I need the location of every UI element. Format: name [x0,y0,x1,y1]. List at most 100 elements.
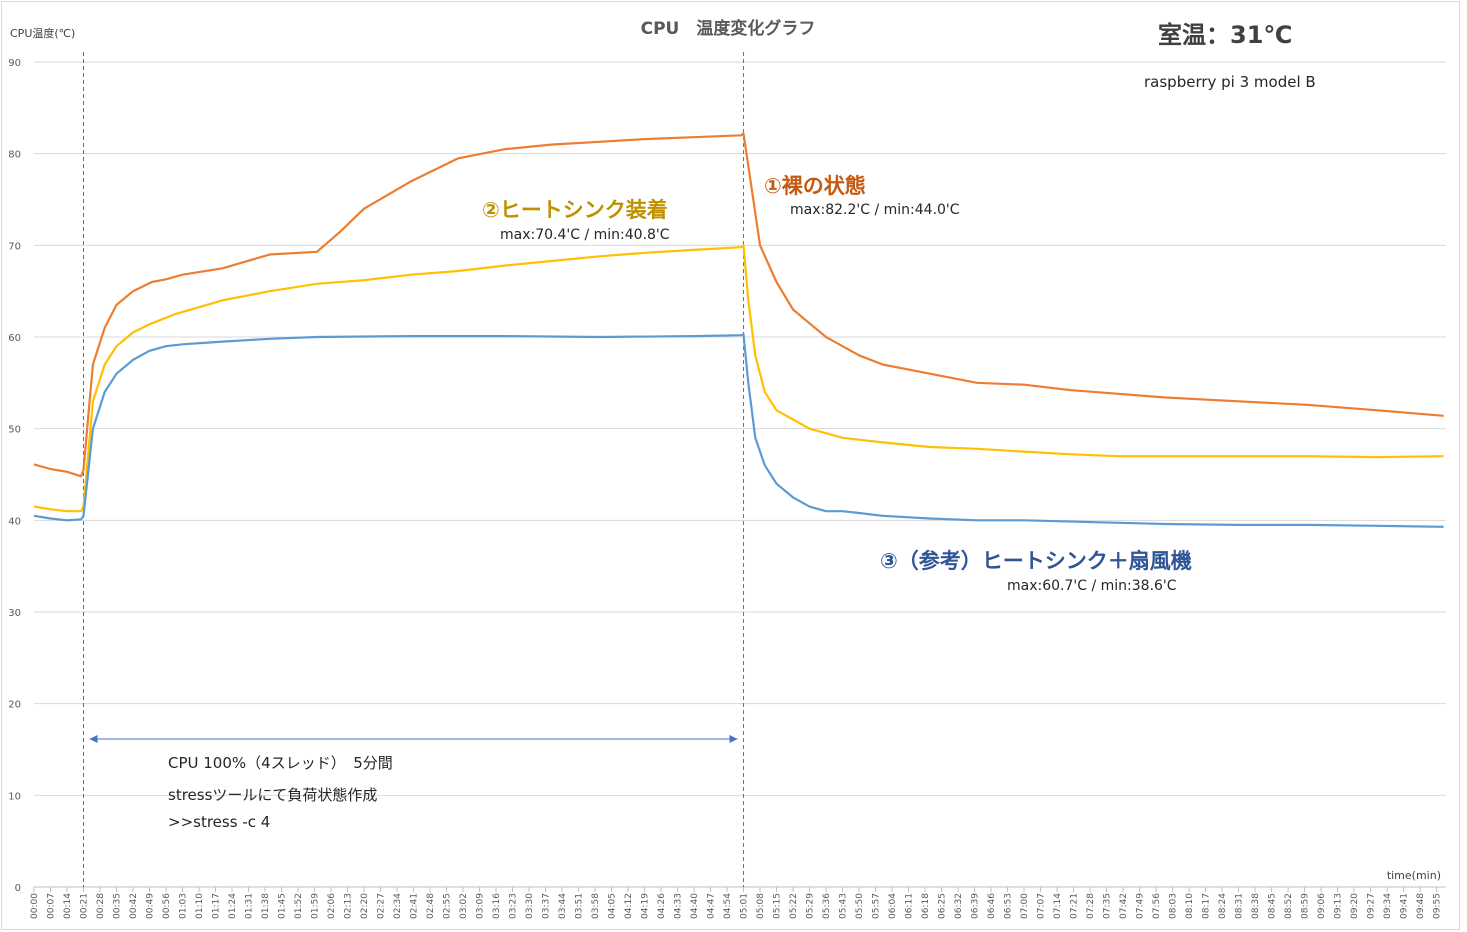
stress-markers [83,52,745,887]
x-tick-label: 06:46 [987,893,997,919]
x-tick-label: 01:24 [228,893,238,919]
x-tick-label: 01:45 [278,893,288,919]
y-axis-label: CPU温度(℃) [10,26,75,40]
x-tick-label: 03:30 [525,893,535,919]
x-axis-label: time(min) [1387,869,1441,882]
x-tick-label: 00:14 [63,893,73,919]
stress-note-line2: stressツールにて負荷状態作成 [168,786,377,804]
x-tick-label: 07:35 [1103,893,1113,919]
x-tick-label: 07:42 [1119,893,1129,919]
stress-note-line3: >>stress -c 4 [168,813,270,831]
x-tick-label: 06:39 [971,893,981,919]
x-tick-label: 04:54 [723,893,733,919]
x-tick-label: 02:06 [327,893,337,919]
y-tick-label: 60 [8,333,21,344]
x-tick-label: 00:07 [47,893,57,919]
x-tick-label: 02:20 [360,893,370,919]
x-tick-label: 03:44 [558,893,568,919]
series2-summary: max:70.4'C / min:40.8'C [500,227,670,243]
x-tick-label: 05:50 [855,893,865,919]
x-tick-label: 08:03 [1169,893,1179,919]
x-tick-label: 07:07 [1037,893,1047,919]
y-tick-label: 10 [8,791,21,802]
x-tick-label: 07:14 [1053,893,1063,919]
x-tick-label: 09:55 [1433,893,1443,919]
x-tick-label: 01:03 [179,893,189,919]
y-tick-label: 0 [15,883,21,894]
x-tick-label: 09:48 [1416,893,1426,919]
x-tick-label: 03:37 [542,893,552,919]
x-tick-label: 08:38 [1251,893,1261,919]
x-tick-label: 05:43 [839,893,849,919]
y-tick-label: 70 [8,241,21,252]
x-tick-label: 02:27 [377,893,387,919]
series2-name: ②ヒートシンク装着 [482,198,668,222]
x-tick-label: 01:59 [311,893,321,919]
x-tick-label: 04:19 [641,893,651,919]
x-tick-label: 08:31 [1235,893,1245,919]
series3-name: ③（参考）ヒートシンク＋扇風機 [880,549,1192,573]
x-tick-label: 08:52 [1284,893,1294,919]
y-tick-label: 80 [8,150,21,161]
x-tick-label: 00:49 [146,893,156,919]
x-tick-label: 03:51 [575,893,585,919]
x-tick-label: 03:58 [591,893,601,919]
stress-note-line1: CPU 100%（4スレッド） 5分間 [168,754,393,772]
x-tick-label: 00:42 [129,893,139,919]
y-tick-label: 30 [8,608,21,619]
x-tick-label: 05:57 [872,893,882,919]
y-tick-label: 50 [8,425,21,436]
x-tick-label: 08:59 [1301,893,1311,919]
x-tick-label: 08:10 [1185,893,1195,919]
x-tick-label: 08:17 [1202,893,1212,919]
x-tick-label: 06:53 [1004,893,1014,919]
x-tick-label: 03:23 [509,893,519,919]
x-tick-label: 04:40 [690,893,700,919]
x-tick-label: 02:13 [344,893,354,919]
x-tick-label: 02:41 [410,893,420,919]
x-tick-label: 09:20 [1350,893,1360,919]
x-tick-label: 08:24 [1218,893,1228,919]
x-tick-label: 01:52 [294,893,304,919]
chart-title: CPU 温度変化グラフ [641,18,816,39]
series3-summary: max:60.7'C / min:38.6'C [1007,578,1177,594]
x-tick-label: 09:27 [1367,893,1377,919]
y-tick-label: 90 [8,58,21,69]
series1-summary: max:82.2'C / min:44.0'C [790,202,960,218]
x-tick-label: 02:55 [443,893,453,919]
x-tick-label: 05:15 [773,893,783,919]
x-tick-label: 05:01 [740,893,750,919]
y-tick-label: 40 [8,516,21,527]
y-axis-ticks: 0 10 20 30 40 50 60 70 80 90 [8,58,21,894]
x-tick-label: 09:13 [1334,893,1344,919]
x-tick-label: 04:33 [674,893,684,919]
x-tick-label: 02:48 [426,893,436,919]
x-axis-ticks: 00:00 00:07 00:14 00:21 00:28 00:35 00:42 00:49… [30,887,1443,919]
x-tick-label: 06:11 [905,893,915,919]
x-tick-label: 02:34 [393,893,403,919]
x-tick-label: 04:47 [707,893,717,919]
series-line-3 [33,333,1444,528]
x-tick-label: 05:36 [822,893,832,919]
x-tick-label: 01:31 [245,893,255,919]
x-tick-label: 00:28 [96,893,106,919]
x-tick-label: 00:00 [30,893,40,919]
series-line-1 [33,132,1444,478]
x-tick-label: 05:29 [806,893,816,919]
x-tick-label: 09:06 [1317,893,1327,919]
y-tick-label: 20 [8,700,21,711]
x-tick-label: 07:56 [1152,893,1162,919]
device-label: raspberry pi 3 model B [1144,73,1316,91]
x-tick-label: 03:02 [459,893,469,919]
duration-arrow-left-head [89,735,98,743]
x-tick-label: 06:32 [954,893,964,919]
x-tick-label: 05:08 [756,893,766,919]
x-tick-label: 05:22 [789,893,799,919]
x-tick-label: 07:00 [1020,893,1030,919]
x-tick-label: 03:09 [476,893,486,919]
x-tick-label: 07:28 [1086,893,1096,919]
series-lines [33,132,1444,528]
x-tick-label: 06:25 [938,893,948,919]
x-tick-label: 08:45 [1268,893,1278,919]
x-tick-label: 07:21 [1070,893,1080,919]
